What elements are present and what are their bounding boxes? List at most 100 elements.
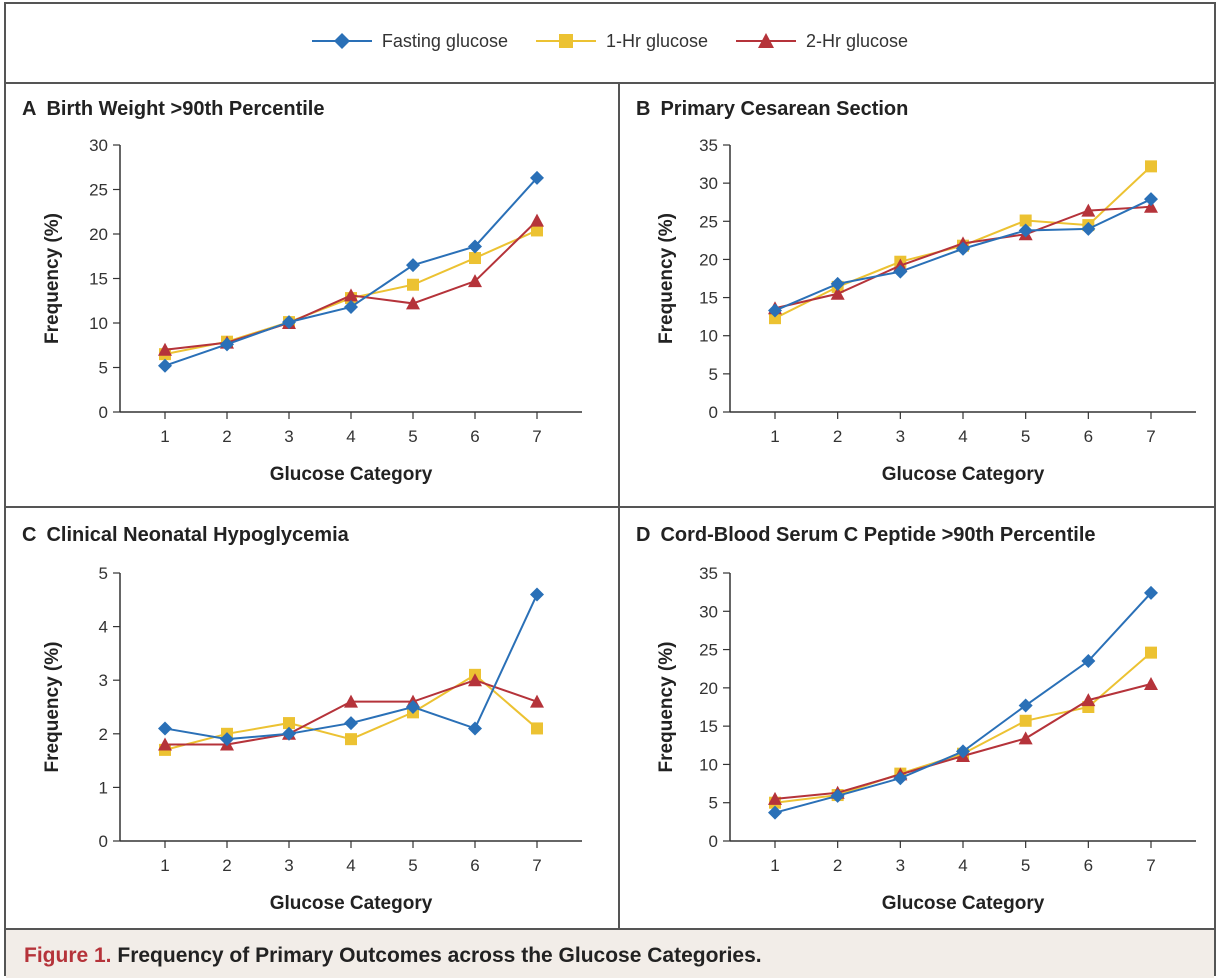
y-tick-label: 30	[699, 602, 718, 621]
panel-letter: A	[22, 98, 37, 120]
data-point-2-hr-glucose	[158, 342, 172, 356]
y-tick-label: 10	[699, 755, 718, 774]
x-tick-label: 1	[770, 856, 779, 875]
data-point-2-hr-glucose	[768, 791, 782, 805]
y-tick-label: 10	[89, 314, 108, 333]
panel-title-text: Birth Weight >90th Percentile	[46, 98, 325, 120]
x-tick-label: 5	[408, 427, 417, 446]
data-point-fasting-glucose	[893, 771, 908, 786]
data-point-fasting-glucose	[956, 744, 970, 759]
square-marker-icon	[535, 34, 596, 48]
data-point-1-hr-glucose	[1145, 160, 1157, 173]
x-tick-label: 6	[1084, 427, 1093, 446]
y-tick-label: 5	[99, 564, 108, 583]
data-point-2-hr-glucose	[468, 673, 482, 687]
data-point-fasting-glucose	[158, 358, 172, 373]
data-point-2-hr-glucose	[530, 213, 544, 227]
data-point-fasting-glucose	[282, 315, 296, 330]
data-point-2-hr-glucose	[468, 274, 482, 288]
data-point-1-hr-glucose	[1145, 646, 1157, 659]
series-line-2-hr-glucose	[774, 205, 1152, 310]
figure-caption: Figure 1. Frequency of Primary Outcomes …	[24, 944, 762, 968]
x-tick-label: 6	[470, 427, 479, 446]
data-point-1-hr-glucose	[407, 278, 419, 291]
panel-title: C Clinical Neonatal Hypoglycemia	[22, 524, 349, 547]
legend-item-fasting: Fasting glucose	[311, 30, 508, 52]
data-point-fasting-glucose	[158, 721, 172, 736]
x-tick-label: 2	[222, 427, 231, 446]
panel-cesarean: 0 5 10 15 20 25 30 35 1 2 3 4 5 6 7 Glucose Category Fre…	[620, 82, 1222, 510]
data-point-2-hr-glucose	[1081, 693, 1096, 707]
x-tick-label: 2	[833, 427, 842, 446]
x-tick-label: 7	[1146, 856, 1155, 875]
y-tick-label: 15	[699, 289, 718, 308]
legend-item-1hr: 1-Hr glucose	[535, 30, 709, 52]
x-tick-label: 3	[284, 427, 293, 446]
data-point-1-hr-glucose	[345, 733, 357, 746]
y-tick-label: 0	[709, 403, 718, 422]
y-tick-label: 30	[699, 174, 718, 193]
y-tick-label: 20	[699, 679, 718, 698]
x-tick-label: 5	[408, 856, 417, 875]
x-tick-label: 1	[160, 427, 169, 446]
y-tick-label: 35	[699, 136, 718, 155]
x-tick-label: 6	[1084, 856, 1093, 875]
y-axis-label: Frequency (%)	[42, 642, 63, 773]
data-point-fasting-glucose	[406, 700, 420, 714]
chart-c-peptide: 0 5 10 15 20 25 30 35 1 2 3 4 5 6 7 Glucose Category Fre…	[656, 564, 1196, 914]
data-point-2-hr-glucose	[158, 737, 172, 751]
data-point-fasting-glucose	[1144, 192, 1158, 207]
figure-frame: Fasting glucose 1-Hr glucose 2-Hr glucos…	[4, 2, 1216, 978]
panel-letter: D	[636, 524, 651, 546]
y-tick-label: 4	[99, 618, 108, 637]
x-tick-label: 3	[896, 856, 905, 875]
data-point-fasting-glucose	[468, 239, 482, 254]
data-point-fasting-glucose	[893, 264, 908, 279]
data-point-fasting-glucose	[830, 788, 845, 803]
y-tick-label: 5	[99, 359, 108, 378]
chart-cesarean: 0 5 10 15 20 25 30 35 1 2 3 4 5 6 7 Glucose Category Fre…	[656, 136, 1196, 485]
y-axis-label: Frequency (%)	[42, 213, 63, 344]
data-point-1-hr-glucose	[469, 252, 481, 265]
x-tick-label: 2	[222, 856, 231, 875]
x-tick-label: 1	[770, 427, 779, 446]
x-tick-label: 6	[470, 856, 479, 875]
data-point-fasting-glucose	[468, 721, 482, 736]
data-point-fasting-glucose	[830, 276, 845, 291]
x-tick-label: 4	[958, 856, 967, 875]
data-point-2-hr-glucose	[1144, 199, 1158, 213]
data-point-1-hr-glucose	[1019, 214, 1032, 227]
data-point-fasting-glucose	[344, 716, 358, 731]
x-tick-label: 5	[1021, 427, 1030, 446]
data-point-2-hr-glucose	[830, 286, 845, 300]
y-tick-label: 20	[699, 250, 718, 269]
chart-birth-weight: 0 5 10 15 20 25 30 1 2 3 4 5 6 7 Glucose Category Frequ…	[42, 136, 582, 485]
data-point-2-hr-glucose	[1018, 731, 1033, 745]
panel-title: D Cord-Blood Serum C Peptide >90th Percen…	[636, 524, 1096, 547]
figure-caption-bar: Figure 1. Frequency of Primary Outcomes …	[6, 928, 1214, 978]
panel-title: A Birth Weight >90th Percentile	[22, 98, 324, 121]
x-tick-label: 7	[532, 856, 541, 875]
data-point-fasting-glucose	[220, 337, 234, 352]
diamond-marker-icon	[311, 33, 372, 49]
y-tick-label: 0	[99, 403, 108, 422]
x-tick-label: 7	[532, 427, 541, 446]
y-tick-label: 25	[699, 641, 718, 660]
legend-label-fasting: Fasting glucose	[381, 30, 508, 51]
legend-label-1hr: 1-Hr glucose	[605, 30, 709, 51]
y-tick-label: 20	[89, 225, 108, 244]
x-tick-label: 4	[958, 427, 967, 446]
data-point-fasting-glucose	[1144, 585, 1158, 600]
panel-birth-weight: 0 5 10 15 20 25 30 1 2 3 4 5 6 7 Glucose Category Frequ…	[6, 82, 610, 510]
legend-item-2hr: 2-Hr glucose	[736, 30, 908, 52]
y-tick-label: 0	[99, 832, 108, 851]
data-point-fasting-glucose	[1081, 654, 1096, 669]
legend-label-2hr: 2-Hr glucose	[806, 30, 909, 51]
x-tick-label: 2	[833, 856, 842, 875]
panel-hypoglycemia: 0 1 2 3 4 5 1 2 3 4 5 6 7 Glucose Category Frequency (…	[6, 508, 610, 936]
data-point-fasting-glucose	[956, 241, 970, 256]
chart-hypoglycemia: 0 1 2 3 4 5 1 2 3 4 5 6 7 Glucose Category Frequency (…	[42, 564, 582, 914]
data-point-fasting-glucose	[530, 170, 544, 185]
data-point-fasting-glucose	[768, 303, 782, 318]
x-tick-label: 7	[1146, 427, 1155, 446]
